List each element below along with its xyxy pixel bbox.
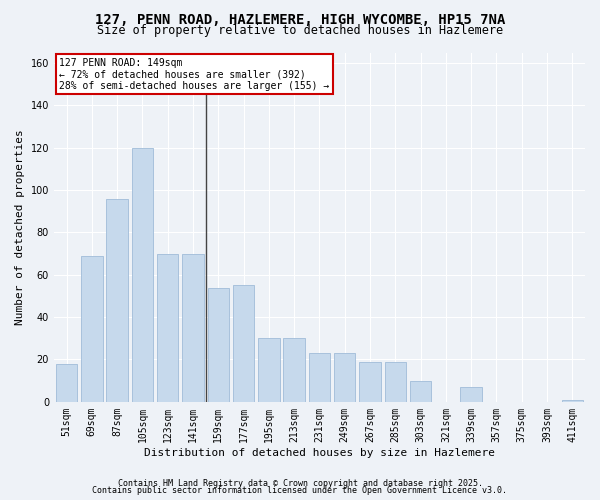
Bar (157, 254, 178, 402)
Bar (233, 286, 254, 402)
Bar (106, 198, 128, 402)
Bar (56, 364, 77, 402)
Text: 127, PENN ROAD, HAZLEMERE, HIGH WYCOMBE, HP15 7NA: 127, PENN ROAD, HAZLEMERE, HIGH WYCOMBE,… (95, 12, 505, 26)
Bar (334, 353, 355, 402)
Text: Contains HM Land Registry data © Crown copyright and database right 2025.: Contains HM Land Registry data © Crown c… (118, 478, 482, 488)
Bar (562, 400, 583, 402)
Bar (182, 254, 204, 402)
Bar (131, 148, 153, 402)
Bar (208, 288, 229, 402)
Bar (385, 362, 406, 402)
Bar (258, 338, 280, 402)
Bar (309, 353, 330, 402)
Bar (283, 338, 305, 402)
Bar (410, 380, 431, 402)
Text: 127 PENN ROAD: 149sqm
← 72% of detached houses are smaller (392)
28% of semi-det: 127 PENN ROAD: 149sqm ← 72% of detached … (59, 58, 329, 91)
X-axis label: Distribution of detached houses by size in Hazlemere: Distribution of detached houses by size … (144, 448, 495, 458)
Text: Size of property relative to detached houses in Hazlemere: Size of property relative to detached ho… (97, 24, 503, 37)
Bar (460, 387, 482, 402)
Bar (359, 362, 381, 402)
Y-axis label: Number of detached properties: Number of detached properties (15, 130, 25, 325)
Text: Contains public sector information licensed under the Open Government Licence v3: Contains public sector information licen… (92, 486, 508, 495)
Bar (81, 256, 103, 402)
